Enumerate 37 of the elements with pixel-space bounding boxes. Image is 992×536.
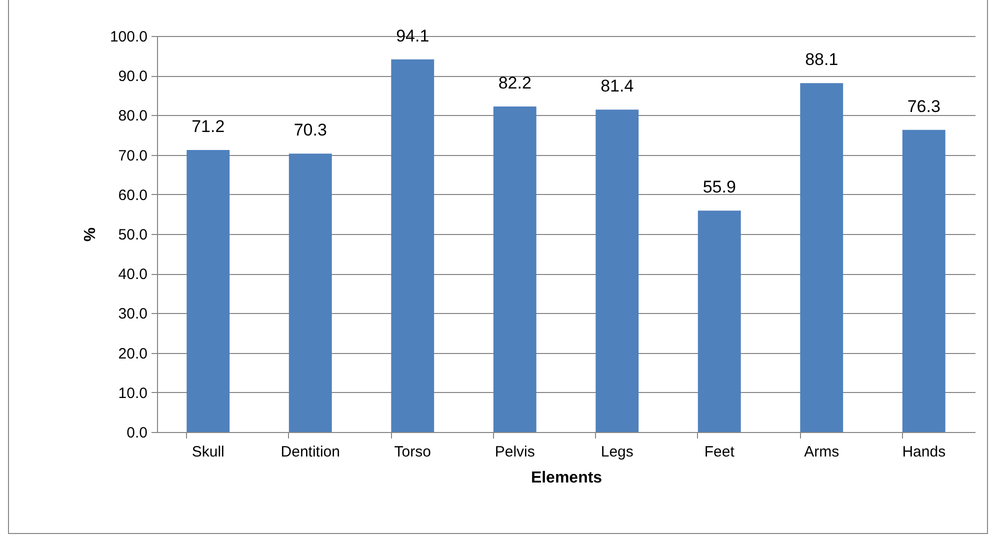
bar <box>391 59 434 432</box>
data-label: 70.3 <box>294 120 327 140</box>
y-tick-label: 90.0 <box>118 68 148 86</box>
bar <box>596 110 639 432</box>
bar <box>800 83 844 432</box>
data-label: 76.3 <box>907 96 940 116</box>
y-tick-label: 60.0 <box>118 186 148 204</box>
y-tick-label: 20.0 <box>118 345 148 362</box>
y-tick-label: 100.0 <box>110 28 148 46</box>
bar <box>493 106 536 432</box>
x-tick-label: Feet <box>704 444 736 460</box>
y-tick-label: 30.0 <box>118 306 148 323</box>
bar <box>288 154 332 432</box>
data-label: 82.2 <box>498 73 532 92</box>
y-tick-label: 50.0 <box>118 226 148 244</box>
y-tick-label: 70.0 <box>118 147 148 164</box>
data-label: 94.1 <box>396 26 430 46</box>
y-tick-label: 40.0 <box>118 266 148 284</box>
x-tick-label: Pelvis <box>494 444 535 460</box>
x-tick-label: Arms <box>804 444 840 460</box>
x-tick-label: Dentition <box>280 444 340 460</box>
data-label: 71.2 <box>192 117 225 136</box>
bar <box>902 130 946 432</box>
data-label: 55.9 <box>702 178 736 197</box>
data-label: 88.1 <box>805 50 838 70</box>
y-tick-label: 10.0 <box>118 384 148 402</box>
data-label: 81.4 <box>600 76 634 96</box>
x-tick-label: Hands <box>902 444 946 460</box>
bar <box>186 150 230 432</box>
y-tick-label: 0.0 <box>126 424 148 442</box>
x-tick-label: Torso <box>394 444 431 460</box>
x-axis-title: Elements <box>530 470 602 486</box>
bar <box>698 210 741 432</box>
y-tick-label: 80.0 <box>118 108 148 125</box>
x-tick-label: Legs <box>600 444 634 460</box>
y-axis-title: % <box>82 227 99 242</box>
x-tick-label: Skull <box>192 444 224 460</box>
